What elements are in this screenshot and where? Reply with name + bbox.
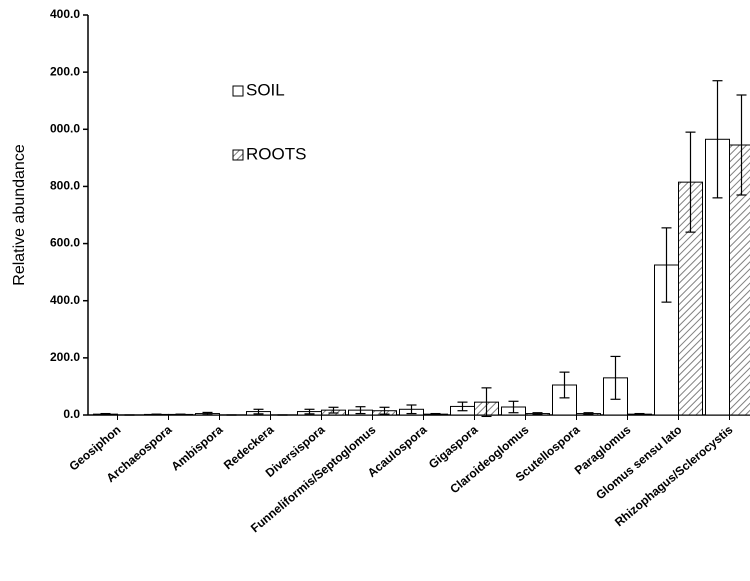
error-bar [508,400,519,414]
error-bar [379,406,390,415]
bar [729,144,750,416]
legend-label: ROOTS [246,144,306,163]
y-tick-label: 200.0 [50,350,80,364]
error-bar [406,404,417,415]
y-tick-label: 600.0 [50,236,80,250]
error-bar [661,227,672,303]
x-tick-label: Glomus sensu lato [593,423,684,503]
error-bar [151,413,162,416]
error-bar [712,80,723,199]
y-tick-label: 200.0 [50,64,80,78]
error-bar [430,412,441,416]
error-bar [175,413,186,416]
error-bar [685,131,696,233]
y-tick-label: 0.0 [63,407,80,421]
y-tick-label: 800.0 [50,179,80,193]
x-tick-label: Ambispora [168,422,225,473]
error-bar [481,387,492,418]
y-tick-label: 400.0 [50,293,80,307]
error-bar [328,406,339,414]
legend-swatch [232,85,244,97]
error-bar [559,371,570,399]
error-bar [583,412,594,416]
legend-swatch [232,149,244,161]
error-bar [610,355,621,400]
error-bar [736,94,747,196]
y-tick-label: 000.0 [50,121,80,135]
error-bar [355,406,366,415]
error-bar [634,412,645,416]
error-bar [202,411,213,416]
error-bar [304,408,315,415]
error-bar [100,412,111,416]
legend-label: SOIL [246,80,285,99]
y-axis-label: Relative abundance [11,144,28,286]
y-tick-label: 400.0 [50,7,80,21]
error-bar [253,408,264,415]
error-bar [457,401,468,412]
error-bar [532,412,543,416]
